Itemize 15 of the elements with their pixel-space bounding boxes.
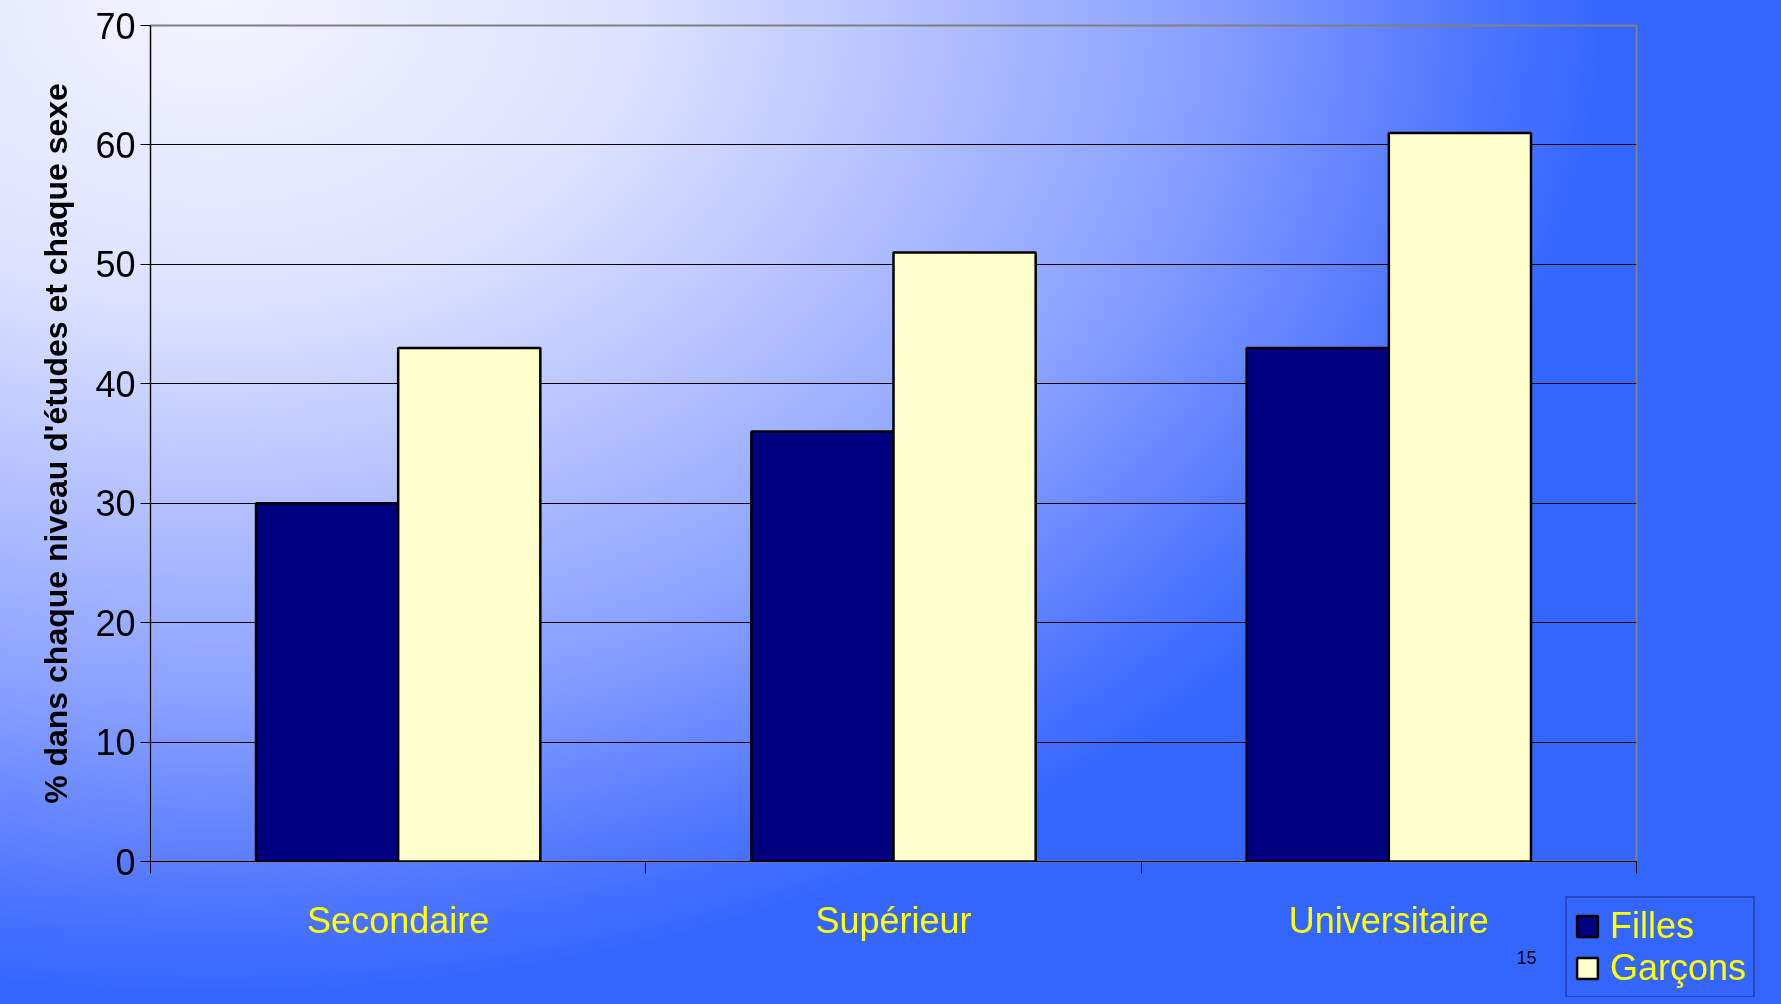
legend-label: Filles — [1610, 905, 1695, 947]
y-tick-label: 20 — [95, 602, 136, 644]
y-tick-label: 40 — [95, 363, 136, 405]
x-tick-label: Supérieur — [815, 899, 972, 941]
x-tick-label: Secondaire — [307, 899, 490, 941]
y-tick-label: 30 — [95, 483, 136, 525]
y-tick-label: 50 — [95, 244, 136, 286]
text: 15 — [1516, 947, 1537, 968]
legend-label: Garçons — [1610, 947, 1747, 989]
y-tick-label: 60 — [95, 124, 136, 166]
y-tick-label: 0 — [115, 841, 136, 883]
y-tick-label: 70 — [95, 5, 136, 47]
y-tick-label: 10 — [95, 722, 136, 764]
x-tick-label: Universitaire — [1288, 899, 1489, 941]
y-axis-title: % dans chaque niveau d'études et chaque sexe — [38, 83, 75, 804]
